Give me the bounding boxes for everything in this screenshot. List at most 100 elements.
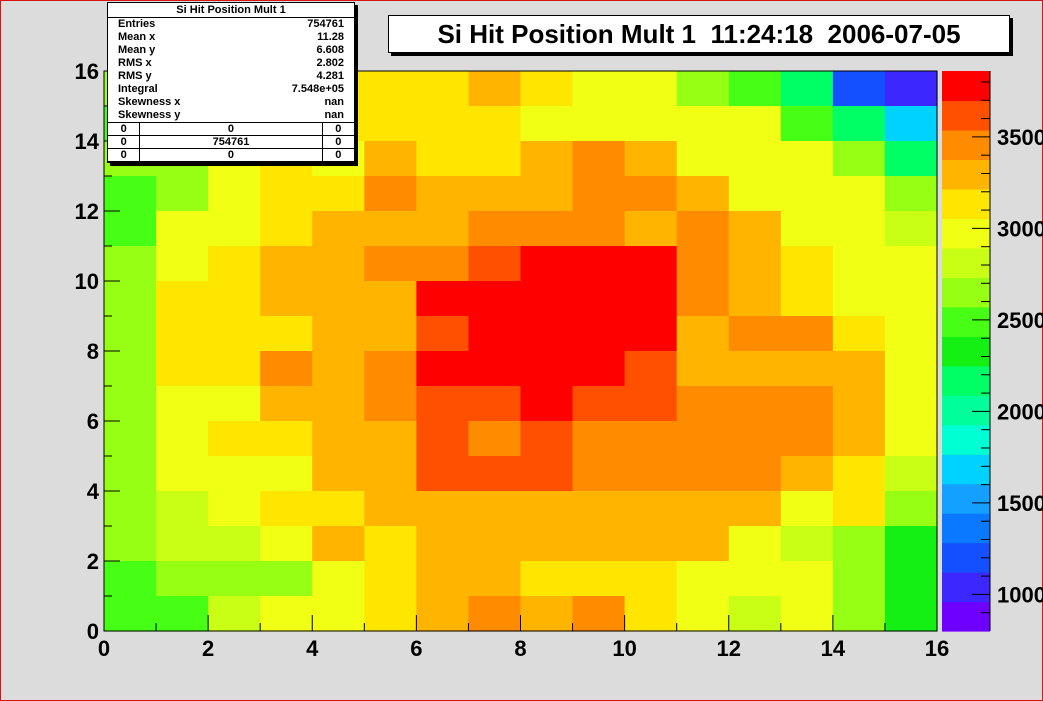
x-tick-label: 16: [925, 636, 949, 661]
stats-grid-row: 0 754761 0: [108, 135, 354, 149]
color-scale-tick-label: 2500: [997, 308, 1043, 333]
heatmap-cell: [104, 281, 157, 317]
heatmap-cell: [260, 351, 313, 387]
heatmap-cell: [676, 456, 730, 492]
y-tick-label: 4: [87, 479, 100, 504]
heatmap-cell: [520, 421, 574, 457]
heatmap-cell: [260, 316, 313, 352]
heatmap-cell: [780, 176, 834, 212]
heatmap-cell: [468, 211, 522, 247]
heatmap-cell: [208, 561, 261, 597]
heatmap-cell: [832, 491, 886, 527]
heatmap-cell: [156, 421, 209, 457]
heatmap-cell: [884, 176, 938, 212]
heatmap-cell: [728, 176, 782, 212]
heatmap-cell: [416, 246, 470, 282]
heatmap-cell: [468, 561, 522, 597]
heatmap-cell: [312, 386, 365, 422]
heatmap-cell: [260, 281, 313, 317]
x-tick-label: 0: [98, 636, 110, 661]
heatmap-cell: [624, 176, 678, 212]
heatmap-cell: [624, 281, 678, 317]
heatmap-cell: [156, 176, 209, 212]
heatmap-cell: [572, 526, 626, 562]
x-tick-label: 6: [410, 636, 422, 661]
heatmap-cell: [468, 491, 522, 527]
heatmap-cell: [780, 421, 834, 457]
heatmap-cell: [416, 561, 470, 597]
stats-grid-row: 0 0 0: [108, 148, 354, 162]
stats-grid-cell: 0: [139, 148, 323, 162]
heatmap-cell: [364, 456, 417, 492]
stats-label: Mean y: [118, 44, 156, 56]
x-tick-label: 14: [821, 636, 846, 661]
heatmap-cell: [572, 456, 626, 492]
heatmap-cell: [884, 491, 938, 527]
color-scale-tick-label: 3000: [997, 216, 1043, 241]
color-scale-band: [942, 306, 990, 337]
heatmap-cell: [572, 211, 626, 247]
heatmap-cell: [676, 141, 730, 177]
color-scale-band: [942, 100, 990, 131]
heatmap-cell: [208, 351, 261, 387]
heatmap-cell: [104, 316, 157, 352]
heatmap-cell: [520, 456, 574, 492]
heatmap-cell: [624, 456, 678, 492]
heatmap-cell: [624, 596, 678, 632]
y-tick-label: 10: [75, 269, 99, 294]
color-scale-band: [942, 188, 990, 219]
heatmap-cell: [780, 246, 834, 282]
heatmap-cell: [156, 351, 209, 387]
stats-value: 11.28: [317, 31, 344, 43]
heatmap-cell: [676, 106, 730, 142]
y-tick-label: 0: [87, 619, 99, 644]
heatmap-cell: [884, 316, 938, 352]
heatmap-cell: [884, 386, 938, 422]
heatmap-cell: [572, 176, 626, 212]
heatmap-cell: [364, 351, 417, 387]
heatmap-cell: [468, 281, 522, 317]
heatmap-cell: [676, 561, 730, 597]
heatmap-cell: [520, 491, 574, 527]
stats-value: 2.802: [316, 57, 344, 69]
heatmap-cell: [728, 421, 782, 457]
heatmap-cell: [728, 561, 782, 597]
stats-row-skewness-y: Skewness y nan: [108, 109, 354, 122]
heatmap-cell: [312, 281, 365, 317]
heatmap-cell: [468, 526, 522, 562]
heatmap-cell: [312, 456, 365, 492]
heatmap-cell: [416, 386, 470, 422]
heatmap-cell: [364, 316, 417, 352]
stats-value: 7.548e+05: [291, 83, 344, 95]
heatmap-cell: [364, 281, 417, 317]
stats-label: RMS y: [118, 70, 152, 82]
heatmap-cell: [312, 561, 365, 597]
heatmap-cell: [312, 526, 365, 562]
heatmap-cell: [156, 316, 209, 352]
heatmap-cell: [156, 561, 209, 597]
heatmap-cell: [832, 176, 886, 212]
heatmap-cell: [104, 211, 157, 247]
heatmap-cell: [312, 316, 365, 352]
heatmap-cell: [260, 246, 313, 282]
stats-box: Si Hit Position Mult 1 Entries 754761 Mea…: [107, 2, 355, 163]
heatmap-cell: [312, 246, 365, 282]
heatmap-cell: [260, 421, 313, 457]
heatmap-cell: [676, 281, 730, 317]
color-scale-tick-label: 2000: [997, 399, 1043, 424]
stats-value: nan: [324, 109, 344, 121]
stats-title: Si Hit Position Mult 1: [108, 3, 354, 18]
heatmap-cell: [780, 106, 834, 142]
heatmap-cell: [208, 526, 261, 562]
heatmap-cell: [260, 561, 313, 597]
heatmap-cell: [156, 526, 209, 562]
heatmap-cell: [780, 491, 834, 527]
heatmap-cell: [312, 491, 365, 527]
heatmap-cell: [468, 596, 522, 632]
stats-row-mean-x: Mean x 11.28: [108, 31, 354, 44]
heatmap-cell: [260, 211, 313, 247]
heatmap-cell: [572, 421, 626, 457]
heatmap-cell: [156, 491, 209, 527]
stats-grid-cell: 0: [139, 122, 323, 136]
